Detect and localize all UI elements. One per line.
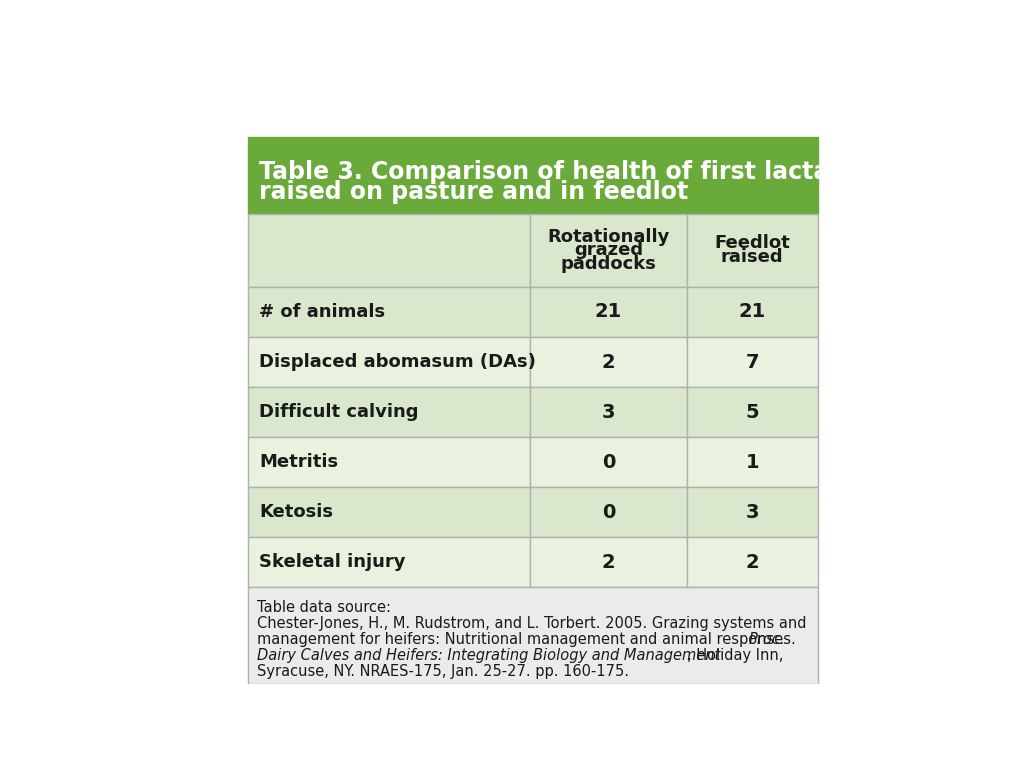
Text: 7: 7	[745, 353, 759, 372]
Text: Ketosis: Ketosis	[259, 503, 333, 521]
Bar	[530, 337, 687, 387]
Bar	[248, 588, 818, 684]
Text: Skeletal injury: Skeletal injury	[259, 553, 406, 571]
Text: Dairy Calves and Heifers: Integrating Biology and Management: Dairy Calves and Heifers: Integrating Bi…	[257, 648, 721, 663]
Bar	[248, 137, 818, 214]
Bar	[530, 487, 687, 538]
Text: 1: 1	[745, 452, 759, 472]
Bar	[248, 538, 530, 588]
Bar	[687, 387, 818, 437]
Text: 0: 0	[602, 452, 615, 472]
Text: Proc.: Proc.	[749, 632, 785, 647]
Bar	[248, 437, 530, 487]
Text: 2: 2	[745, 553, 759, 571]
Text: 21: 21	[738, 303, 766, 322]
Text: raised on pasture and in feedlot: raised on pasture and in feedlot	[259, 180, 688, 204]
Bar	[687, 287, 818, 337]
Text: Difficult calving: Difficult calving	[259, 403, 419, 421]
Text: Displaced abomasum (DAs): Displaced abomasum (DAs)	[259, 353, 536, 371]
Bar	[248, 337, 530, 387]
Bar	[687, 337, 818, 387]
Text: 3: 3	[602, 402, 615, 422]
Bar	[687, 487, 818, 538]
Bar	[530, 437, 687, 487]
Bar	[248, 214, 530, 287]
Text: Rotationally: Rotationally	[547, 227, 670, 246]
Text: 3: 3	[745, 503, 759, 521]
Text: # of animals: # of animals	[259, 303, 385, 321]
Text: management for heifers: Nutritional management and animal responses.: management for heifers: Nutritional mana…	[257, 632, 801, 647]
Text: Chester-Jones, H., M. Rudstrom, and L. Torbert. 2005. Grazing systems and: Chester-Jones, H., M. Rudstrom, and L. T…	[257, 616, 807, 631]
Text: , Holiday Inn,: , Holiday Inn,	[686, 648, 783, 663]
Bar	[530, 214, 687, 287]
Text: Feedlot: Feedlot	[715, 234, 791, 253]
Text: 0: 0	[602, 503, 615, 521]
Text: 2: 2	[602, 353, 615, 372]
Bar	[530, 387, 687, 437]
Text: Metritis: Metritis	[259, 453, 338, 471]
Text: 5: 5	[745, 402, 759, 422]
Bar	[530, 287, 687, 337]
Text: grazed: grazed	[573, 241, 643, 260]
Text: Table 3. Comparison of health of first lactation cows: Table 3. Comparison of health of first l…	[259, 161, 956, 184]
Text: Table data source:: Table data source:	[257, 600, 391, 614]
Bar	[248, 287, 530, 337]
Text: 21: 21	[595, 303, 622, 322]
Text: Syracuse, NY. NRAES-175, Jan. 25-27. pp. 160-175.: Syracuse, NY. NRAES-175, Jan. 25-27. pp.…	[257, 664, 630, 679]
Text: paddocks: paddocks	[560, 255, 656, 273]
Bar	[687, 214, 818, 287]
Bar	[687, 437, 818, 487]
Text: 2: 2	[602, 553, 615, 571]
Text: raised: raised	[721, 248, 783, 266]
Bar	[687, 538, 818, 588]
Bar	[530, 538, 687, 588]
Bar	[248, 487, 530, 538]
Bar	[248, 387, 530, 437]
